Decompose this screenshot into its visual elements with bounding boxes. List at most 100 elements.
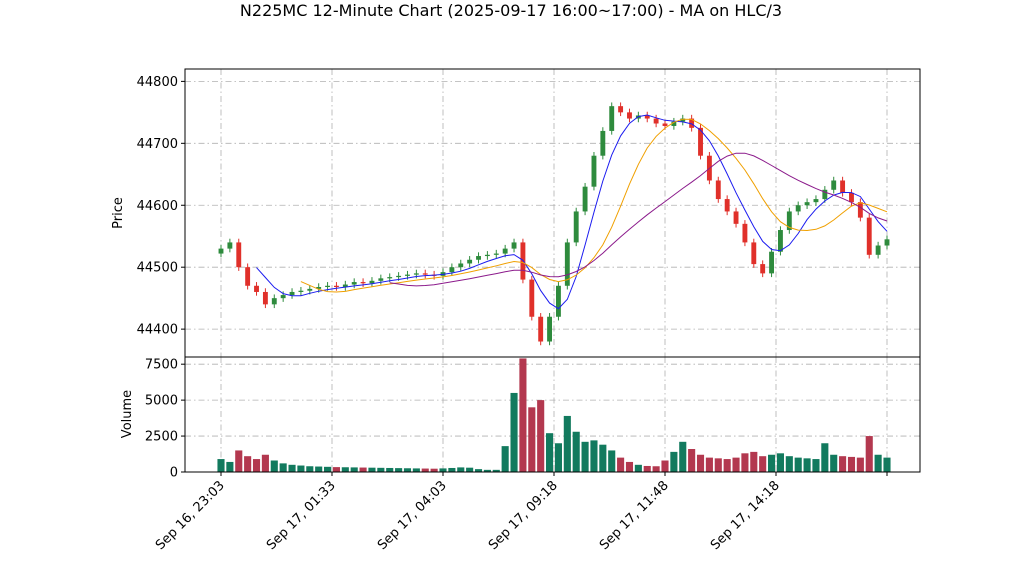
candle-body	[760, 264, 766, 274]
volume-bar	[883, 457, 891, 472]
volume-bar	[608, 450, 616, 472]
volume-bar	[377, 467, 385, 472]
x-tick-label: Sep 17, 14:18	[708, 478, 783, 553]
volume-bar	[572, 431, 580, 472]
volume-bar	[368, 467, 376, 472]
candle-body	[733, 211, 739, 224]
candle-body	[769, 251, 775, 274]
candle-body	[484, 254, 490, 257]
volume-bar	[421, 468, 429, 472]
candle-body	[600, 130, 606, 156]
price-y-ticks: 44400 44500 44600 44700 44800	[137, 75, 185, 338]
candle-body	[849, 192, 854, 203]
price-y-tick-label: 44700	[137, 137, 178, 152]
volume-bar	[386, 467, 394, 472]
candle-body	[742, 223, 748, 243]
volume-bar	[768, 454, 776, 472]
volume-bar	[794, 457, 802, 472]
volume-bar	[599, 444, 607, 472]
volume-bar	[839, 456, 847, 472]
volume-bar	[856, 457, 864, 472]
candle-body	[449, 267, 455, 273]
volume-bar	[821, 443, 829, 472]
volume-bar	[297, 465, 305, 472]
candle-body	[804, 202, 810, 206]
candle-body	[405, 274, 410, 276]
ma-line-5	[256, 114, 888, 310]
candle-body	[378, 278, 384, 281]
candle-body	[777, 230, 783, 252]
ma-line-20	[389, 152, 888, 287]
candle-body	[653, 118, 659, 124]
candle-body	[618, 106, 624, 113]
volume-bar	[288, 464, 296, 472]
volume-bar	[705, 457, 713, 472]
candle-body	[236, 242, 242, 268]
candle-body	[547, 316, 553, 342]
candle-body	[316, 287, 322, 289]
candle-body	[307, 288, 313, 291]
volume-bar	[590, 440, 598, 472]
candle-body	[476, 256, 481, 260]
candle-body	[351, 282, 357, 285]
candle-body	[609, 106, 615, 131]
candle-body	[360, 282, 366, 284]
volume-bar	[537, 400, 545, 472]
candle-body	[280, 295, 286, 299]
volume-bar	[244, 456, 252, 472]
volume-bar	[217, 459, 225, 472]
candle-body	[396, 275, 402, 278]
volume-bar	[741, 453, 749, 472]
price-y-label: Price	[111, 197, 126, 229]
candle-body	[680, 118, 686, 122]
volume-bar	[261, 454, 269, 472]
candle-body	[857, 202, 863, 218]
volume-bar	[412, 468, 420, 472]
volume-bar	[696, 454, 705, 472]
candle-body	[689, 118, 695, 128]
price-y-tick-label: 44500	[137, 261, 178, 276]
volume-bar	[315, 466, 323, 472]
candle-body	[644, 115, 650, 119]
volume-bar	[350, 467, 358, 472]
volume-bar	[235, 450, 243, 472]
candle-body	[325, 285, 331, 288]
price-grid	[185, 69, 920, 357]
candle-body	[254, 285, 259, 292]
candle-body	[342, 284, 348, 288]
candle-body	[529, 279, 535, 317]
price-panel: 44400 44500 44600 44700 44800 Price	[111, 68, 921, 358]
candle-body	[218, 248, 224, 254]
candle-body	[724, 199, 730, 212]
candle-body	[564, 242, 570, 286]
moving-averages	[256, 114, 888, 310]
volume-bar	[519, 358, 527, 472]
volume-y-tick-label: 0	[170, 466, 178, 481]
candle-body	[387, 277, 393, 279]
candle-body	[422, 273, 428, 275]
candle-body	[333, 285, 339, 288]
candle-body	[822, 189, 828, 200]
price-axes-frame	[184, 68, 921, 358]
volume-bar	[483, 469, 491, 472]
candle-body	[493, 253, 499, 255]
candle-body	[582, 186, 588, 212]
volume-bar	[723, 459, 731, 472]
volume-bar	[279, 463, 287, 472]
x-tick-label: Sep 16, 23:03	[153, 478, 228, 553]
volume-bar	[679, 441, 687, 472]
volume-bar	[617, 457, 625, 472]
candle-body	[502, 248, 508, 254]
candle-body	[573, 211, 579, 243]
candle-body	[627, 112, 632, 119]
volume-bar	[341, 467, 349, 472]
candle-body	[884, 239, 890, 246]
volume-bar	[466, 467, 474, 472]
x-axis-ticks: Sep 16, 23:03 Sep 17, 01:33 Sep 17, 04:03 S…	[153, 472, 888, 553]
volume-bar	[759, 456, 767, 472]
x-tick-label: Sep 17, 01:33	[264, 478, 339, 553]
candle-body	[698, 127, 703, 156]
volume-bar	[226, 461, 234, 472]
volume-axes-frame	[184, 356, 921, 473]
